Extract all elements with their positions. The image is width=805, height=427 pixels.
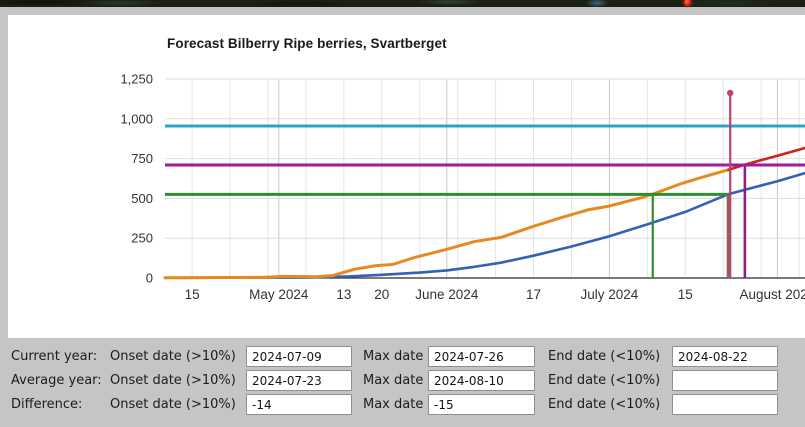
series-average-year-line: [163, 171, 805, 280]
max-date-label: Max date: [363, 373, 424, 388]
x-tick-label: June 2024: [415, 287, 479, 302]
onset-date-input[interactable]: [246, 370, 352, 391]
y-tick-label: 250: [131, 231, 153, 246]
onset-date-label: Onset date (>10%): [110, 397, 236, 412]
today-forecast-start-dot: [727, 89, 734, 97]
form-row-current-year: Current year: Onset date (>10%) Max date…: [0, 346, 805, 367]
max-date-label: Max date: [363, 349, 424, 364]
max-date-input[interactable]: [428, 370, 535, 391]
end-date-label: End date (<10%): [548, 373, 661, 388]
y-tick-label: 750: [131, 151, 153, 166]
row-label: Average year:: [11, 373, 102, 388]
onset-date-input[interactable]: [246, 346, 352, 367]
x-tick-label: 17: [526, 287, 541, 302]
max-date-input[interactable]: [428, 394, 535, 415]
map-marker-red-icon: [684, 0, 691, 6]
forecast-chart-panel: 0 250 500 750 1,000 1,250 15 May 2024 13 20 June 2…: [8, 15, 805, 338]
y-tick-label: 0: [146, 271, 153, 286]
forecast-line-chart: 0 250 500 750 1,000 1,250 15 May 2024 13 20 June 2…: [120, 72, 805, 302]
x-tick-label: May 2024: [249, 287, 309, 302]
x-tick-label: July 2024: [580, 287, 638, 302]
x-tick-label: 20: [374, 287, 389, 302]
onset-date-input[interactable]: [246, 394, 352, 415]
end-date-input[interactable]: [672, 370, 778, 391]
end-date-input[interactable]: [672, 394, 778, 415]
forecast-summary-form: Current year: Onset date (>10%) Max date…: [0, 338, 805, 427]
end-date-input[interactable]: [672, 346, 778, 367]
x-tick-label: 15: [185, 287, 200, 302]
x-tick-label: August 2024: [739, 287, 805, 302]
form-row-average-year: Average year: Onset date (>10%) Max date…: [0, 370, 805, 391]
max-date-input[interactable]: [428, 346, 535, 367]
max-date-label: Max date: [363, 397, 424, 412]
x-tick-label: 15: [678, 287, 693, 302]
x-tick-label: 13: [336, 287, 351, 302]
end-date-label: End date (<10%): [548, 397, 661, 412]
row-label: Current year:: [11, 349, 98, 364]
chart-title: Forecast Bilberry Ripe berries, Svartber…: [167, 36, 447, 51]
y-tick-label: 1,000: [120, 111, 153, 126]
end-date-label: End date (<10%): [548, 349, 661, 364]
background-map-strip: [0, 0, 805, 7]
form-row-difference: Difference: Onset date (>10%) Max date E…: [0, 394, 805, 415]
onset-date-label: Onset date (>10%): [110, 373, 236, 388]
series-forecast-line: [727, 146, 805, 171]
y-tick-label: 500: [131, 191, 153, 206]
row-label: Difference:: [11, 397, 83, 412]
onset-date-label: Onset date (>10%): [110, 349, 236, 364]
y-tick-label: 1,250: [120, 72, 153, 87]
